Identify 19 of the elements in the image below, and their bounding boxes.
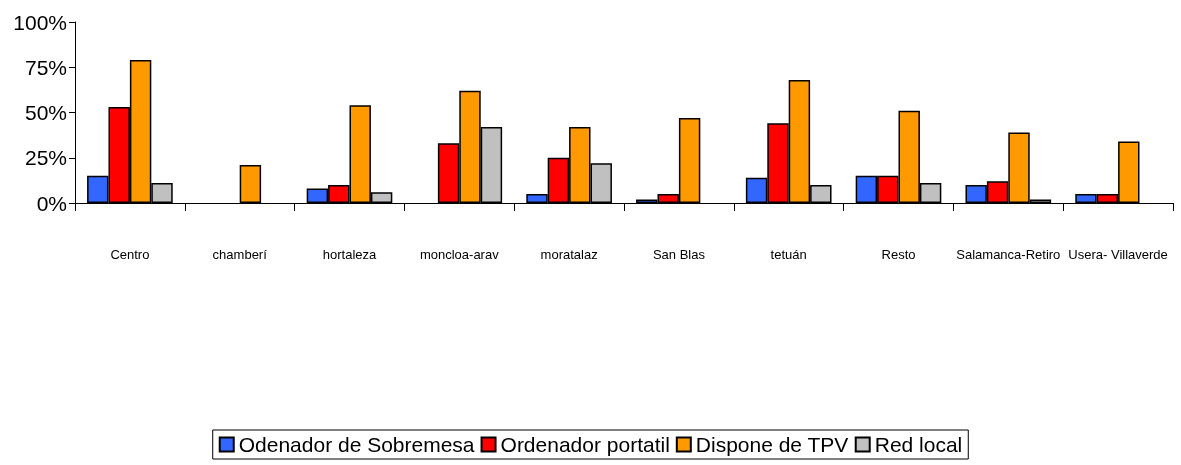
x-tick-label: tetuán: [770, 247, 807, 262]
y-tick-label: 75%: [24, 55, 67, 79]
x-tick-label: Centro: [110, 247, 150, 262]
y-tick-label: 25%: [24, 146, 67, 170]
y-tick-label: 0%: [36, 191, 67, 215]
x-tick-label: San Blas: [652, 247, 706, 262]
x-tick-label: moratalaz: [540, 247, 598, 262]
x-tick-label: Usera- Villaverde: [1068, 247, 1168, 262]
x-tick-label: Salamanca-Retiro: [956, 247, 1061, 262]
legend-label: Odenador de Sobremesa: [238, 433, 475, 456]
y-tick-label: 50%: [24, 101, 67, 124]
y-tick-label: 100%: [13, 10, 67, 34]
x-tick-label: chamberí: [212, 247, 268, 262]
x-tick-label: moncloa-arav: [419, 247, 500, 262]
legend-label: Dispone de TPV: [695, 433, 849, 456]
x-tick-label: Resto: [881, 247, 916, 262]
legend-label: Red local: [874, 433, 963, 456]
x-tick-label: hortaleza: [322, 247, 378, 262]
legend-label: Ordenador portatil: [500, 433, 670, 456]
